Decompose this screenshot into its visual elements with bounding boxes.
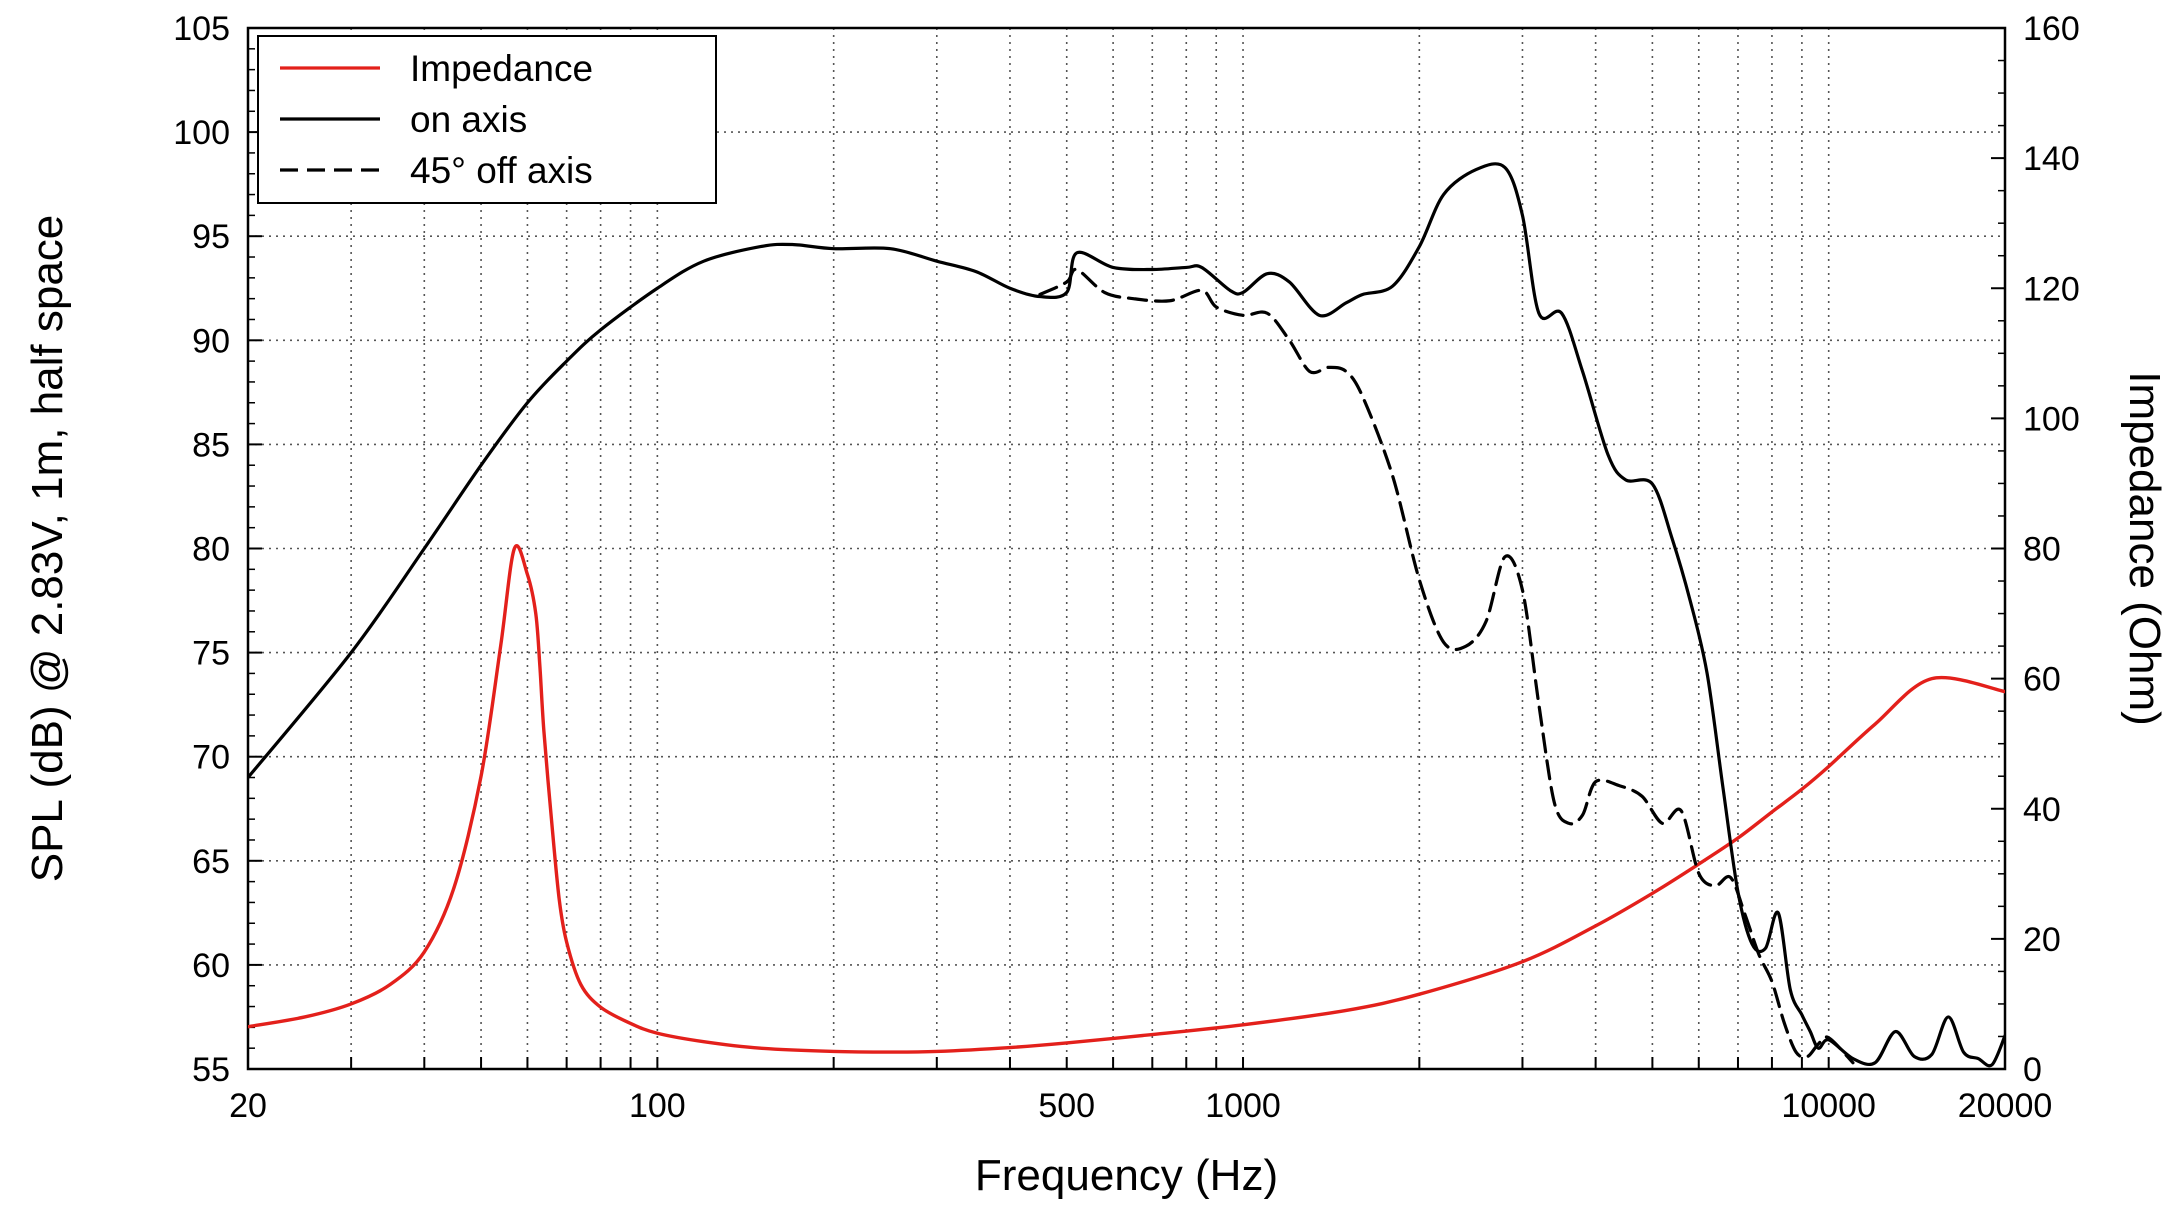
legend-label-on-axis: on axis [410,99,527,140]
y-tick-label: 55 [192,1051,230,1089]
series-line-on-axis [248,162,2005,1068]
y-axis-title: SPL (dB) @ 2.83V, 1m, half space [23,215,72,883]
x-tick-label: 20000 [1958,1087,2053,1125]
y-tick-label: 90 [192,322,230,360]
y2-tick-label: 0 [2023,1051,2042,1089]
legend-label-45-off-axis: 45° off axis [410,150,593,191]
x-tick-label: 10000 [1781,1087,1876,1125]
y-tick-label: 85 [192,426,230,464]
legend: Impedance on axis 45° off axis [257,35,717,204]
series-layer [248,162,2005,1068]
y-tick-label: 60 [192,947,230,985]
x-axis-title: Frequency (Hz) [975,1151,1278,1200]
y-tick-label: 65 [192,843,230,881]
legend-label-impedance: Impedance [410,48,593,89]
y-tick-label: 80 [192,531,230,569]
y2-tick-label: 100 [2023,400,2080,438]
y2-tick-label: 60 [2023,661,2061,699]
y-tick-label: 75 [192,635,230,673]
series-line-impedance [248,544,2005,1054]
y-tick-label: 100 [173,114,230,152]
y2-tick-label: 160 [2023,10,2080,48]
y-tick-label: 70 [192,739,230,777]
x-tick-label: 20 [229,1087,267,1125]
y2-tick-label: 20 [2023,921,2061,959]
x-tick-label: 100 [629,1087,686,1125]
grid-layer [248,28,2005,1069]
y2-axis-title: Impedance (Ohm) [2120,371,2169,726]
y2-tick-label: 40 [2023,791,2061,829]
y2-tick-label: 80 [2023,531,2061,569]
tick-labels: 55 60 65 70 75 80 85 90 95 100 105 0 20 40 60 80 100 120 1… [173,10,2079,1125]
x-tick-label: 1000 [1205,1087,1281,1125]
y-tick-label: 95 [192,218,230,256]
y2-tick-label: 120 [2023,270,2080,308]
series-line-45-off-axis [1038,267,1855,1065]
x-tick-label: 500 [1038,1087,1095,1125]
y-tick-label: 105 [173,10,230,48]
y2-tick-label: 140 [2023,140,2080,178]
axis-ticks [248,27,2005,1070]
